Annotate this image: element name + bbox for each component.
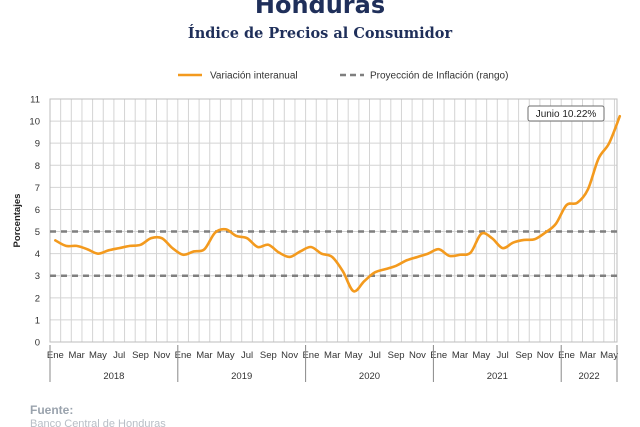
y-tick-label: 6 bbox=[35, 205, 40, 216]
y-tick-label: 4 bbox=[35, 249, 40, 260]
y-tick-label: 1 bbox=[35, 315, 40, 326]
chart-subtitle: Índice de Precios al Consumidor bbox=[187, 25, 453, 42]
y-axis-label: Porcentajes bbox=[12, 194, 23, 248]
x-tick-label: Mar bbox=[452, 350, 468, 361]
x-tick-label: Jul bbox=[113, 350, 125, 361]
y-tick-label: 5 bbox=[35, 227, 40, 238]
x-tick-label: Ene bbox=[175, 350, 192, 361]
year-label: 2021 bbox=[487, 371, 508, 382]
x-tick-label: Sep bbox=[260, 350, 277, 361]
x-tick-label: Nov bbox=[409, 350, 426, 361]
x-tick-label: Sep bbox=[515, 350, 532, 361]
x-tick-label: Nov bbox=[153, 350, 170, 361]
y-tick-label: 9 bbox=[35, 139, 40, 150]
chart-title: Honduras bbox=[254, 0, 386, 19]
y-tick-label: 2 bbox=[35, 293, 40, 304]
year-label: 2020 bbox=[359, 371, 380, 382]
x-tick-label: Sep bbox=[132, 350, 149, 361]
x-tick-label: Nov bbox=[537, 350, 554, 361]
x-tick-label: May bbox=[217, 350, 235, 361]
y-tick-label: 3 bbox=[35, 271, 40, 282]
year-label: 2019 bbox=[231, 371, 252, 382]
legend-label-projection: Proyección de Inflación (rango) bbox=[370, 71, 508, 82]
x-tick-label: Sep bbox=[388, 350, 405, 361]
series-line-variacion-interanual bbox=[54, 114, 622, 293]
y-tick-label: 10 bbox=[29, 117, 40, 128]
annotation-box bbox=[527, 105, 605, 122]
x-tick-label: Mar bbox=[324, 350, 340, 361]
x-tick-label: Ene bbox=[430, 350, 447, 361]
x-tick-label: Jul bbox=[369, 350, 381, 361]
x-tick-label: May bbox=[89, 350, 107, 361]
source-label: Fuente: bbox=[30, 403, 74, 417]
x-tick-label: Jul bbox=[241, 350, 253, 361]
source-text: Banco Central de Honduras bbox=[30, 419, 166, 427]
x-tick-label: Mar bbox=[196, 350, 212, 361]
x-tick-label: Nov bbox=[281, 350, 298, 361]
annotation-label: Junio 10.22% bbox=[536, 109, 597, 120]
y-tick-label: 11 bbox=[30, 95, 40, 106]
x-tick-label: Mar bbox=[580, 350, 596, 361]
x-tick-label: Ene bbox=[558, 350, 575, 361]
y-tick-label: 7 bbox=[35, 183, 40, 194]
x-tick-label: May bbox=[600, 350, 618, 361]
y-tick-label: 8 bbox=[35, 161, 40, 172]
x-tick-label: May bbox=[472, 350, 490, 361]
legend-label-series: Variación interanual bbox=[210, 71, 298, 82]
x-tick-label: Ene bbox=[47, 350, 64, 361]
year-label: 2018 bbox=[103, 371, 124, 382]
y-tick-label: 0 bbox=[35, 338, 40, 349]
year-label: 2022 bbox=[579, 371, 600, 382]
x-tick-label: Ene bbox=[302, 350, 319, 361]
plot-frame bbox=[49, 98, 618, 343]
x-tick-label: Jul bbox=[497, 350, 509, 361]
x-tick-label: Mar bbox=[68, 350, 84, 361]
x-tick-label: May bbox=[345, 350, 363, 361]
